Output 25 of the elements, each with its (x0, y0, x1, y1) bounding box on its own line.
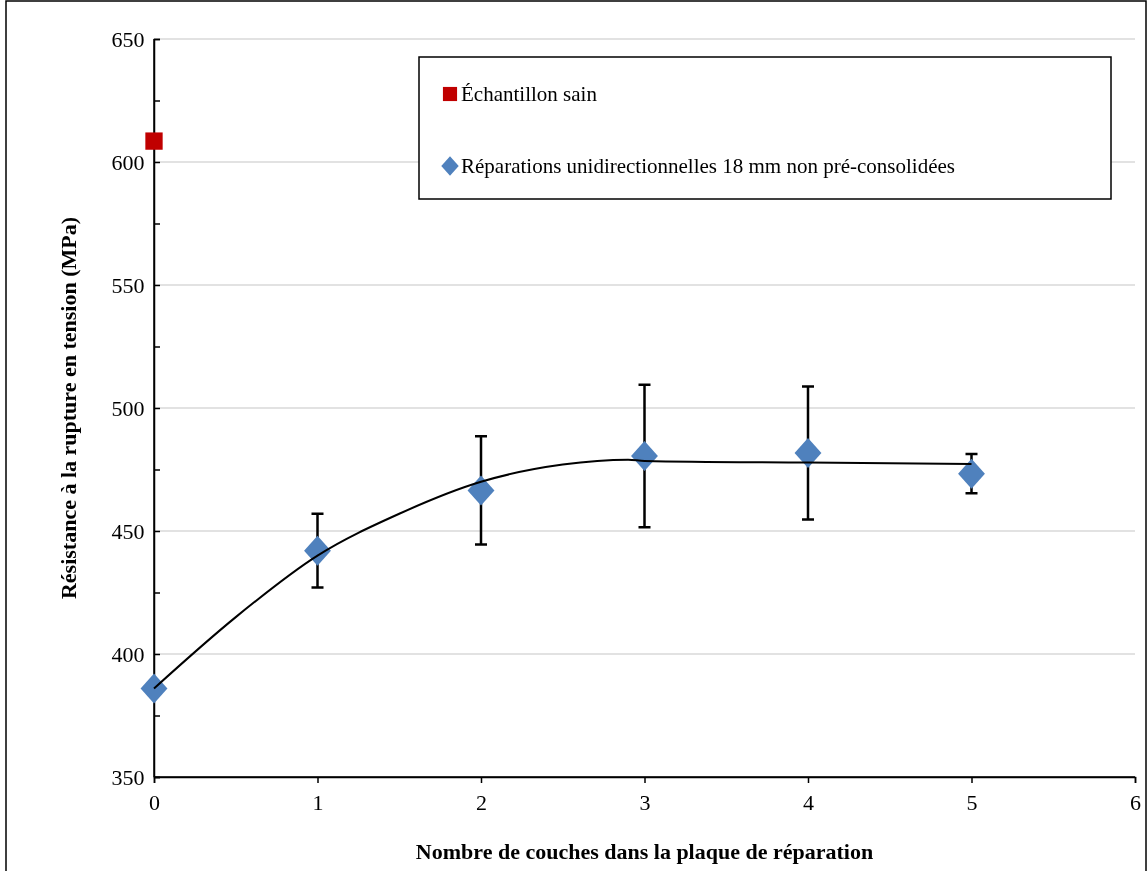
x-tick-label: 3 (639, 790, 651, 816)
x-tick-label: 0 (149, 790, 160, 816)
x-tick-label: 5 (966, 790, 978, 816)
legend-label: Échantillon sain (461, 82, 598, 106)
x-axis-title: Nombre de couches dans la plaque de réparation (415, 839, 874, 864)
point (304, 535, 331, 566)
point (145, 132, 163, 150)
y-tick-label: 500 (111, 395, 145, 421)
point (140, 673, 168, 704)
point (958, 458, 985, 489)
point (794, 438, 822, 469)
y-tick-label: 450 (111, 518, 145, 544)
y-tick-label: 600 (111, 149, 145, 175)
y-tick-label: 350 (111, 764, 145, 790)
y-axis-title: Résistance à la rupture en tension (MPa) (56, 216, 81, 600)
point (467, 475, 495, 506)
y-tick-label: 650 (111, 26, 145, 52)
x-tick-label: 2 (476, 790, 487, 816)
point (631, 440, 658, 471)
legend-label: Réparations unidirectionnelles 18 mm non pré-consolidées (461, 154, 955, 178)
x-tick-label: 6 (1130, 790, 1141, 816)
y-tick-label: 400 (111, 641, 145, 667)
x-tick-label: 4 (803, 790, 814, 816)
x-tick-label: 1 (312, 790, 324, 816)
y-tick-label: 550 (111, 272, 145, 298)
